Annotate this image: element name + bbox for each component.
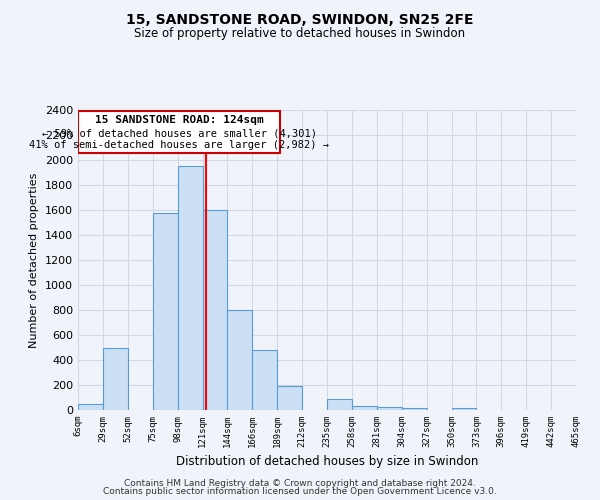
Text: 15, SANDSTONE ROAD, SWINDON, SN25 2FE: 15, SANDSTONE ROAD, SWINDON, SN25 2FE [126,12,474,26]
Text: Contains public sector information licensed under the Open Government Licence v3: Contains public sector information licen… [103,488,497,496]
Bar [277,386,302,410]
Bar [252,350,277,410]
Text: ← 59% of detached houses are smaller (4,301): ← 59% of detached houses are smaller (4,… [42,129,317,139]
Bar [103,348,128,410]
Bar [377,407,402,410]
Text: 41% of semi-detached houses are larger (2,982) →: 41% of semi-detached houses are larger (… [29,140,329,150]
Bar [152,213,178,410]
Bar [352,406,377,410]
Bar [178,166,203,410]
Bar [203,210,227,410]
FancyBboxPatch shape [78,112,280,152]
Bar [452,408,476,410]
Bar [402,408,427,410]
Text: Size of property relative to detached houses in Swindon: Size of property relative to detached ho… [134,28,466,40]
X-axis label: Distribution of detached houses by size in Swindon: Distribution of detached houses by size … [176,456,478,468]
Bar [327,399,352,410]
Y-axis label: Number of detached properties: Number of detached properties [29,172,40,348]
Bar [227,310,253,410]
Text: 15 SANDSTONE ROAD: 124sqm: 15 SANDSTONE ROAD: 124sqm [95,116,263,126]
Bar [78,404,103,410]
Text: Contains HM Land Registry data © Crown copyright and database right 2024.: Contains HM Land Registry data © Crown c… [124,478,476,488]
